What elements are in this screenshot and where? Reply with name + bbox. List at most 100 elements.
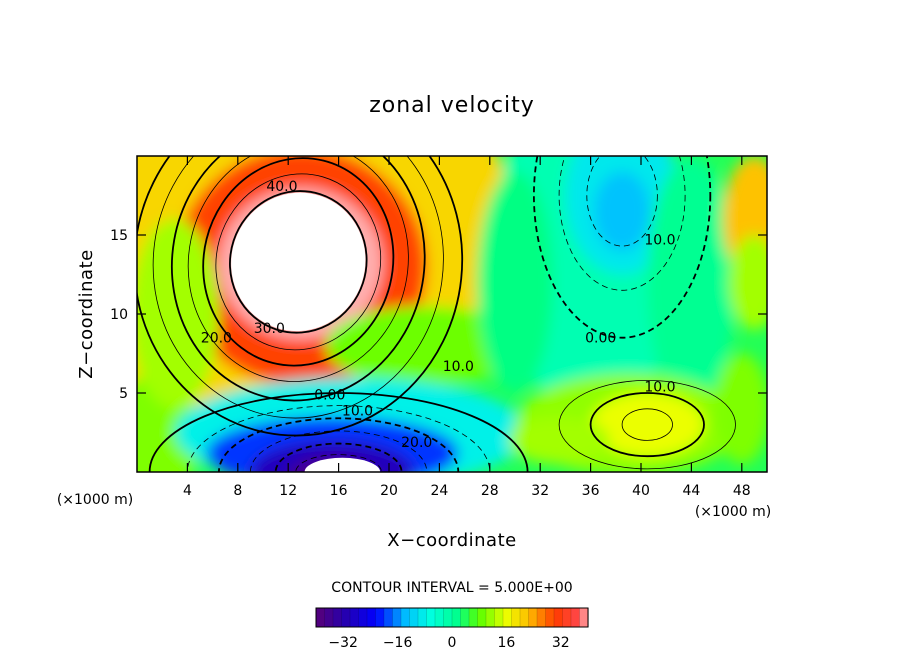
colorbar-tick-label: 0 bbox=[448, 635, 457, 651]
colorbar-cell bbox=[443, 607, 453, 628]
colorbar-cell bbox=[579, 607, 589, 628]
contour-label: 20.0 bbox=[201, 331, 232, 347]
contour-line bbox=[137, 156, 464, 437]
contour-label: 10.0 bbox=[644, 380, 675, 396]
y-tick-label: 10 bbox=[110, 307, 128, 323]
x-tick-label: 12 bbox=[279, 483, 297, 499]
y-tick-label: 5 bbox=[119, 386, 128, 402]
colorbar-cell bbox=[477, 607, 487, 628]
field-region bbox=[594, 171, 650, 251]
below-range-region bbox=[304, 457, 381, 472]
colorbar-cell bbox=[341, 607, 351, 628]
colorbar-tick-labels: −32 −16 0 16 32 bbox=[328, 635, 569, 651]
chart-title: zonal velocity bbox=[369, 93, 535, 118]
contour-line bbox=[229, 190, 368, 334]
x-tick-label: 48 bbox=[733, 483, 751, 499]
contour-label: 10.0 bbox=[644, 233, 675, 249]
colorbar-cell bbox=[349, 607, 360, 628]
contour-label: 20.0 bbox=[401, 435, 432, 451]
contour-line bbox=[187, 405, 491, 472]
colorbar-cell bbox=[383, 607, 394, 628]
contour-line bbox=[589, 392, 705, 458]
contour-label: 40.0 bbox=[266, 179, 297, 195]
x-unit-left: (×1000 m) bbox=[57, 492, 133, 508]
colorbar-cell bbox=[528, 607, 538, 628]
x-unit-right: (×1000 m) bbox=[695, 504, 771, 520]
colorbar-cell bbox=[494, 607, 504, 628]
contour-interval-label: CONTOUR INTERVAL = 5.000E+00 bbox=[331, 580, 572, 596]
colorbar-tick-label: 32 bbox=[552, 635, 570, 651]
contour-lines bbox=[137, 156, 736, 472]
contour-label: 30.0 bbox=[254, 321, 285, 337]
x-tick-label: 20 bbox=[380, 483, 398, 499]
field-region bbox=[714, 353, 767, 465]
colorbar-cell bbox=[460, 607, 470, 628]
field-region bbox=[647, 156, 736, 409]
colorbar-cell bbox=[366, 607, 377, 628]
colorbar-cell bbox=[375, 607, 385, 628]
y-axis-ticks: 5 10 15 bbox=[110, 228, 767, 402]
colorbar-cell bbox=[315, 607, 326, 628]
x-tick-label: 16 bbox=[330, 483, 348, 499]
field-region bbox=[590, 393, 704, 457]
colorbar-cell bbox=[392, 607, 402, 628]
colorbar-tick-label: −16 bbox=[383, 635, 413, 651]
x-axis-label: X−coordinate bbox=[387, 530, 516, 551]
contour-label: 0.00 bbox=[585, 331, 616, 347]
contour-line bbox=[533, 156, 712, 339]
colorbar-cell bbox=[536, 607, 547, 628]
colorbar-frame bbox=[315, 607, 589, 628]
field-region bbox=[326, 306, 528, 386]
colorbar-cell bbox=[400, 607, 411, 628]
x-tick-label: 36 bbox=[582, 483, 600, 499]
field-region bbox=[508, 416, 610, 465]
x-tick-label: 8 bbox=[233, 483, 242, 499]
field-region bbox=[477, 171, 553, 393]
contour-line bbox=[586, 156, 658, 247]
colorbar-cell bbox=[485, 607, 496, 628]
out-of-range-regions bbox=[231, 192, 381, 472]
colorbar-cell bbox=[502, 607, 513, 628]
colorbar-cell bbox=[434, 607, 445, 628]
colorbar-cell bbox=[324, 607, 334, 628]
field-region bbox=[729, 235, 767, 330]
x-tick-label: 40 bbox=[632, 483, 650, 499]
contour-line bbox=[621, 408, 673, 441]
x-tick-label: 44 bbox=[682, 483, 700, 499]
colorbar-tick-label: −32 bbox=[328, 635, 358, 651]
contour-line bbox=[218, 417, 460, 472]
colorbar-cell bbox=[468, 607, 479, 628]
contour-line bbox=[558, 156, 686, 291]
x-tick-label: 4 bbox=[183, 483, 192, 499]
contour-line bbox=[215, 173, 382, 351]
colorbar bbox=[315, 607, 589, 628]
colorbar-cell bbox=[519, 607, 530, 628]
contour-label: 0.00 bbox=[314, 388, 345, 404]
y-axis-label: Z−coordinate bbox=[76, 249, 97, 378]
colorbar-cell bbox=[358, 607, 368, 628]
contour-label: 10.0 bbox=[342, 403, 373, 419]
contour-label: 10.0 bbox=[443, 359, 474, 375]
contour-line bbox=[148, 392, 529, 472]
y-tick-label: 15 bbox=[110, 228, 128, 244]
colorbar-cell bbox=[553, 607, 564, 628]
colorbar-cell bbox=[417, 607, 428, 628]
colorbar-cell bbox=[409, 607, 419, 628]
x-tick-label: 24 bbox=[430, 483, 448, 499]
colorbar-cell bbox=[451, 607, 462, 628]
x-tick-label: 32 bbox=[531, 483, 549, 499]
contour-line bbox=[170, 156, 426, 402]
x-axis-ticks: 4 8 12 16 20 24 28 32 36 40 44 48 bbox=[183, 156, 751, 499]
field-region bbox=[137, 219, 219, 409]
contour-line bbox=[152, 156, 444, 419]
colorbar-cell bbox=[511, 607, 521, 628]
contour-line bbox=[187, 156, 409, 382]
colorbar-cell bbox=[562, 607, 572, 628]
colorbar-cell bbox=[332, 607, 343, 628]
above-range-region bbox=[231, 192, 366, 332]
colorbar-tick-label: 16 bbox=[497, 635, 515, 651]
contour-line bbox=[202, 157, 395, 367]
